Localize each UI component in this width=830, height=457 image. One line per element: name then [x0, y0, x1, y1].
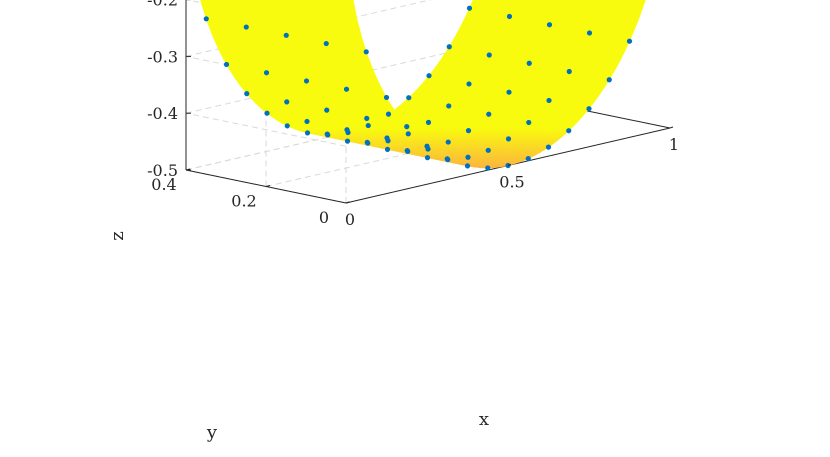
y-tick-mark — [265, 185, 271, 187]
scatter-point — [466, 5, 473, 11]
grid-line-z — [185, 37, 511, 114]
y-axis-label: y — [206, 422, 218, 443]
scatter-point — [526, 60, 532, 66]
scatter-point — [325, 132, 331, 138]
scatter-point — [445, 157, 451, 163]
scatter-point — [284, 99, 290, 105]
scatter-point — [566, 68, 572, 75]
surface-patch — [606, 0, 646, 8]
scatter-point — [244, 91, 250, 97]
scatter-point — [606, 77, 612, 83]
scatter-point — [385, 138, 391, 144]
y-tick-label: 0.2 — [231, 192, 256, 211]
scatter-point — [586, 30, 593, 36]
z-axis-label: z — [107, 231, 128, 240]
scatter-point — [405, 148, 411, 155]
x-tick-mark — [669, 126, 674, 129]
scatter-point — [525, 155, 531, 162]
scatter-point — [364, 115, 370, 121]
scatter-point — [264, 110, 270, 116]
scatter-point — [425, 146, 431, 152]
scatter-point — [344, 138, 351, 144]
scatter-point — [203, 16, 209, 22]
scatter-point — [465, 154, 471, 160]
scatter-point — [626, 38, 633, 44]
scatter-point — [426, 73, 432, 79]
surface — [200, 0, 646, 169]
scatter-point — [505, 136, 512, 142]
scatter-point — [485, 147, 491, 153]
scatter-point — [445, 139, 451, 145]
z-tick-label: -0.3 — [147, 47, 178, 66]
z-tick-label: -0.2 — [147, 0, 178, 10]
scatter-point — [263, 70, 270, 76]
scatter-point — [223, 61, 230, 68]
y-tick-mark — [345, 201, 351, 204]
scatter-point — [546, 97, 552, 104]
scatter-point — [323, 40, 329, 47]
scatter-point — [464, 163, 471, 169]
scatter-point — [304, 130, 311, 136]
x-axis-label: x — [479, 409, 489, 430]
x-tick-label: 1 — [669, 135, 679, 154]
scatter-point — [465, 128, 472, 134]
x-tick-mark — [507, 164, 512, 166]
x-tick-label: 0 — [345, 210, 355, 229]
scatter-point — [526, 119, 532, 126]
scatter-point — [385, 111, 392, 117]
scatter-point — [404, 124, 410, 130]
scatter-point — [365, 122, 371, 129]
z-tick-label: -0.5 — [147, 161, 178, 180]
z-tick-label: -0.4 — [147, 104, 178, 123]
scatter-points-on-surface — [203, 5, 633, 171]
scatter-point — [466, 81, 472, 87]
scatter-point — [345, 129, 351, 136]
scatter-point — [506, 89, 512, 95]
scatter-point — [485, 165, 491, 171]
scatter-point — [545, 144, 552, 150]
scatter-point — [406, 95, 412, 101]
grid-line-z — [185, 112, 347, 147]
scatter-point — [506, 13, 513, 20]
grid-line-y — [265, 111, 591, 187]
scatter-point — [405, 131, 411, 137]
y-tick-label: 0.4 — [151, 175, 176, 194]
scatter-point — [383, 94, 390, 101]
scatter-point — [243, 24, 249, 30]
scatter-point — [365, 140, 371, 146]
scatter-point — [546, 22, 553, 28]
surface-patch — [529, 0, 644, 23]
scatter-point — [363, 49, 369, 55]
scatter-point — [424, 155, 431, 161]
y-tick-label: 0 — [319, 208, 329, 227]
scatter-point — [343, 86, 350, 92]
grid-line-y — [185, 94, 511, 171]
scatter-point — [284, 123, 290, 129]
scatter-point — [304, 118, 310, 125]
surface-patch — [471, 0, 639, 36]
scatter-point — [486, 52, 492, 58]
scatter-point — [586, 106, 592, 112]
scatter-point — [446, 44, 452, 50]
scatter-point — [324, 107, 330, 113]
scatter-point — [425, 119, 432, 125]
scatter-point — [446, 103, 452, 109]
scatter-point — [486, 111, 492, 117]
scatter-point — [384, 146, 391, 152]
scatter-point — [283, 32, 289, 38]
scatter-point — [566, 128, 572, 134]
x-tick-label: 0.5 — [499, 173, 524, 192]
scatter-point — [303, 78, 310, 84]
